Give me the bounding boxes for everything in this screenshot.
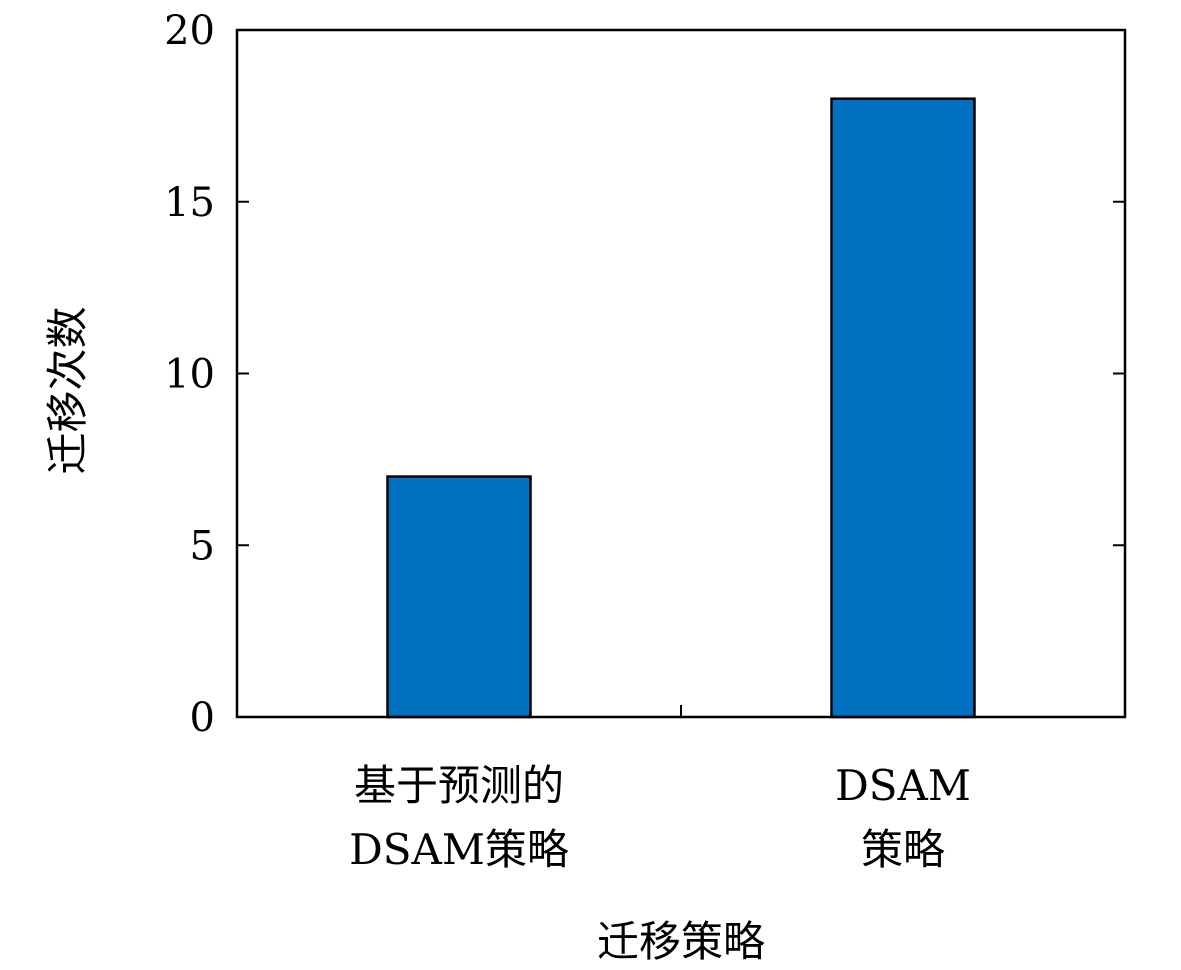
y-axis-title: 迁移次数 bbox=[43, 306, 92, 474]
y-tick-label: 0 bbox=[190, 695, 215, 741]
bar-0 bbox=[386, 475, 532, 719]
y-ticks: 0 5 10 15 20 bbox=[164, 8, 1125, 741]
x-category-label: 基于预测的 DSAM策略 bbox=[349, 761, 569, 874]
x-category-label-line: 基于预测的 bbox=[354, 761, 564, 810]
plot-frame bbox=[235, 28, 1127, 719]
x-category-label-line: DSAM bbox=[835, 761, 971, 810]
category-labels: 基于预测的 DSAM策略 DSAM 策略 bbox=[349, 761, 971, 874]
y-tick-label: 20 bbox=[164, 8, 215, 54]
x-category-label-line: DSAM策略 bbox=[349, 825, 569, 874]
y-tick-label: 10 bbox=[164, 352, 215, 398]
x-category-label-line: 策略 bbox=[861, 825, 945, 874]
x-category-label: DSAM 策略 bbox=[835, 761, 971, 874]
bar-1 bbox=[830, 97, 976, 719]
x-axis-title: 迁移策略 bbox=[597, 917, 765, 966]
y-tick-label: 15 bbox=[164, 180, 215, 226]
bars-layer bbox=[386, 97, 976, 719]
y-tick-label: 5 bbox=[190, 523, 215, 569]
